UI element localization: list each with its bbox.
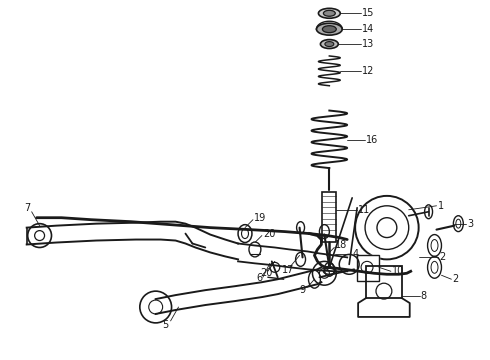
Text: 2: 2 bbox=[452, 274, 459, 284]
Text: 12: 12 bbox=[362, 66, 374, 76]
Bar bbox=[357, 255, 379, 281]
Ellipse shape bbox=[317, 23, 342, 35]
Text: 20: 20 bbox=[260, 268, 272, 278]
Ellipse shape bbox=[318, 8, 340, 18]
Text: 13: 13 bbox=[362, 39, 374, 49]
Text: 2: 2 bbox=[440, 252, 446, 262]
Text: 5: 5 bbox=[163, 320, 169, 330]
Text: 14: 14 bbox=[362, 24, 374, 34]
Text: 17: 17 bbox=[282, 265, 294, 275]
Ellipse shape bbox=[320, 40, 338, 49]
Text: 3: 3 bbox=[467, 219, 473, 229]
Text: 4: 4 bbox=[352, 249, 358, 260]
Text: 10: 10 bbox=[392, 266, 404, 276]
Bar bbox=[322, 192, 336, 242]
Text: 6: 6 bbox=[256, 273, 262, 283]
Ellipse shape bbox=[325, 41, 334, 46]
Text: 16: 16 bbox=[366, 135, 378, 145]
Ellipse shape bbox=[322, 26, 336, 33]
Text: 15: 15 bbox=[362, 8, 374, 18]
Text: 18: 18 bbox=[335, 240, 347, 251]
Text: 19: 19 bbox=[254, 213, 266, 223]
Text: 1: 1 bbox=[438, 201, 443, 211]
Text: 7: 7 bbox=[24, 203, 30, 213]
Text: 8: 8 bbox=[420, 291, 427, 301]
Bar bbox=[366, 266, 402, 298]
Text: 20: 20 bbox=[263, 229, 275, 239]
Bar bbox=[366, 266, 402, 298]
Ellipse shape bbox=[323, 10, 335, 16]
Text: 11: 11 bbox=[358, 205, 370, 215]
Text: 9: 9 bbox=[299, 285, 306, 295]
Bar bbox=[357, 255, 379, 281]
Bar bbox=[322, 192, 336, 242]
